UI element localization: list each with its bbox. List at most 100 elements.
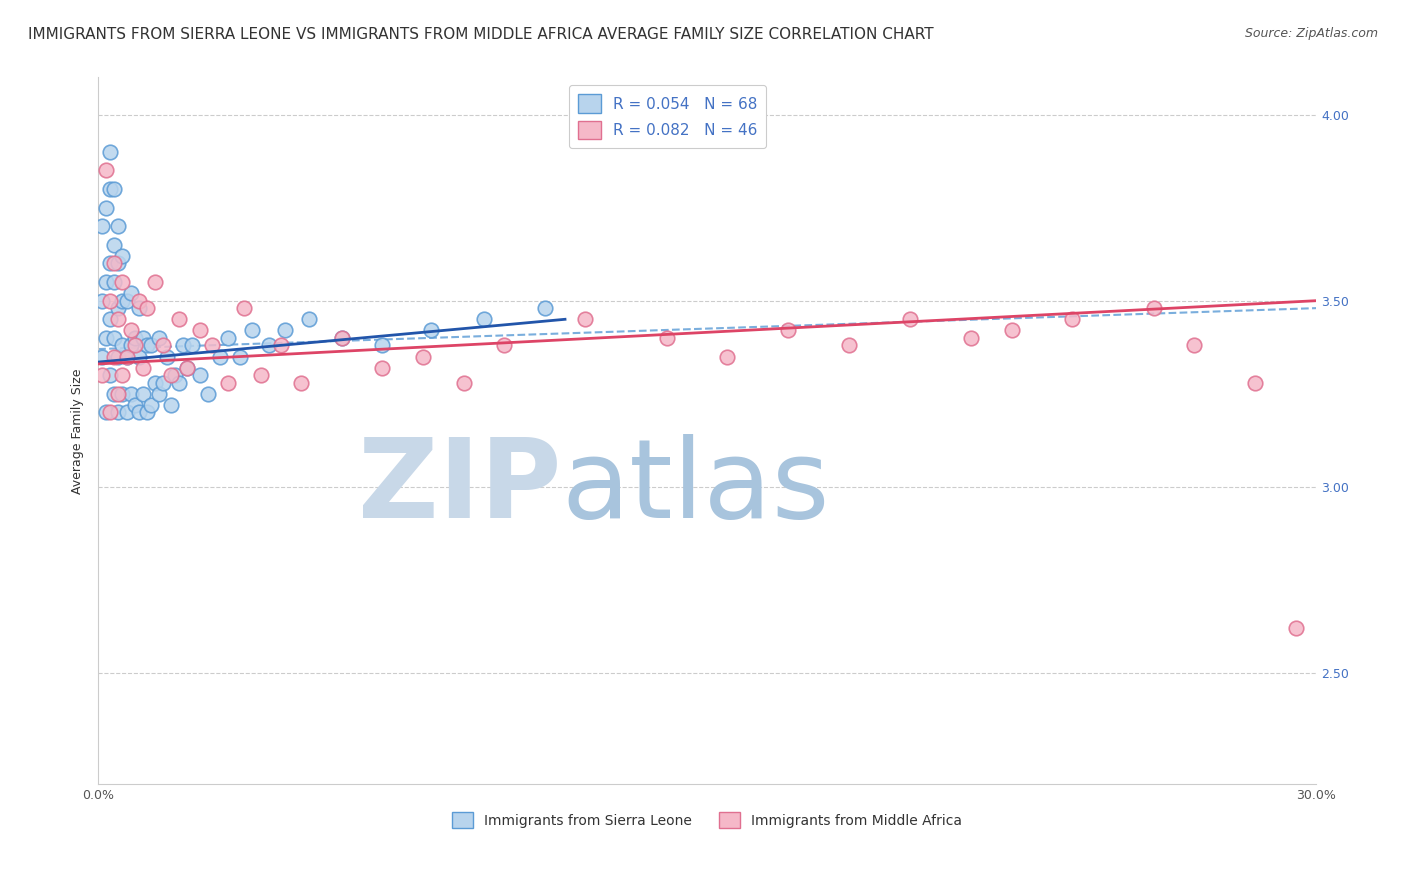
Point [217,331,239,345]
Point [132,386,155,401]
Point [135,405,157,419]
Point [120,338,142,352]
Point [111,338,134,352]
Point [124,338,146,352]
Text: IMMIGRANTS FROM SIERRA LEONE VS IMMIGRANTS FROM MIDDLE AFRICA AVERAGE FAMILY SIZ: IMMIGRANTS FROM SIERRA LEONE VS IMMIGRAN… [28,27,934,42]
Point [1143,301,1166,315]
Point [197,386,219,401]
Point [152,338,174,352]
Point [135,301,157,315]
Point [107,301,129,315]
Point [148,331,170,345]
Point [1182,338,1205,352]
Point [412,350,434,364]
Point [169,376,191,390]
Point [91,350,114,364]
Point [107,312,129,326]
Point [233,301,256,315]
Point [115,350,138,364]
Point [249,368,271,383]
Point [132,331,155,345]
Point [103,256,125,270]
Point [371,360,394,375]
Point [115,350,138,364]
Text: atlas: atlas [561,434,830,541]
Point [91,219,114,234]
Point [124,331,146,345]
Point [960,331,983,345]
Point [96,201,118,215]
Point [143,376,166,390]
Point [188,323,211,337]
Point [1000,323,1022,337]
Point [898,312,921,326]
Point [156,350,179,364]
Point [103,238,125,252]
Point [111,249,134,263]
Point [160,398,183,412]
Point [148,386,170,401]
Text: ZIP: ZIP [357,434,561,541]
Point [96,405,118,419]
Point [128,350,150,364]
Point [111,368,134,383]
Point [98,256,121,270]
Point [472,312,495,326]
Point [716,350,738,364]
Point [91,368,114,383]
Point [778,323,800,337]
Point [128,405,150,419]
Point [160,368,183,383]
Point [107,219,129,234]
Point [96,275,118,289]
Point [107,350,129,364]
Point [330,331,353,345]
Point [98,182,121,196]
Point [96,163,118,178]
Point [176,360,198,375]
Point [98,293,121,308]
Point [103,182,125,196]
Point [139,398,162,412]
Point [111,275,134,289]
Point [120,386,142,401]
Legend: Immigrants from Sierra Leone, Immigrants from Middle Africa: Immigrants from Sierra Leone, Immigrants… [446,806,967,834]
Point [143,275,166,289]
Point [91,293,114,308]
Text: Source: ZipAtlas.com: Source: ZipAtlas.com [1244,27,1378,40]
Y-axis label: Average Family Size: Average Family Size [72,368,84,493]
Point [103,350,125,364]
Point [115,293,138,308]
Point [371,338,394,352]
Point [103,386,125,401]
Point [98,312,121,326]
Point [103,331,125,345]
Point [270,338,292,352]
Point [124,398,146,412]
Point [132,360,155,375]
Point [115,405,138,419]
Point [298,312,321,326]
Point [139,338,162,352]
Point [98,368,121,383]
Point [201,338,224,352]
Point [574,312,596,326]
Point [1285,621,1308,635]
Point [152,376,174,390]
Point [217,376,239,390]
Point [107,405,129,419]
Point [188,368,211,383]
Point [98,405,121,419]
Point [135,338,157,352]
Point [169,312,191,326]
Point [655,331,678,345]
Point [838,338,860,352]
Point [533,301,555,315]
Point [165,368,187,383]
Point [208,350,231,364]
Point [1244,376,1267,390]
Point [120,286,142,301]
Point [290,376,312,390]
Point [172,338,194,352]
Point [453,376,475,390]
